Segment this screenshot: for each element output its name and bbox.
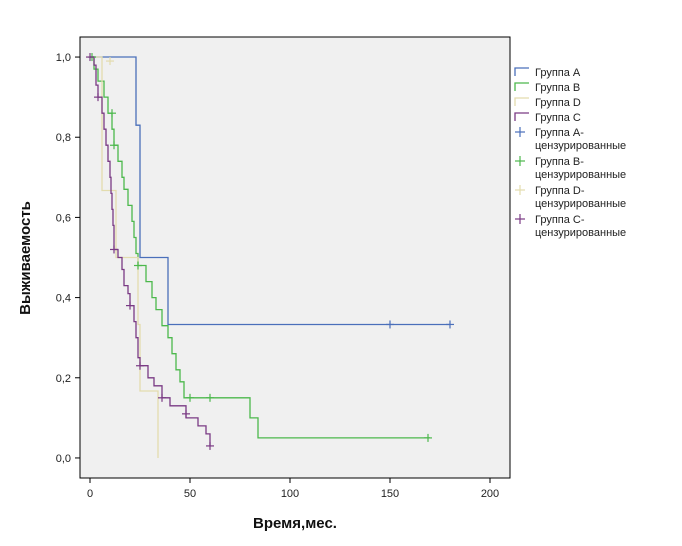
censor-mark [206, 393, 214, 402]
x-axis: 0 50 100 150 200 [87, 478, 499, 500]
series-line-1 [90, 56, 450, 326]
censor-marks-layer [86, 53, 454, 450]
legend-label: Группа A [535, 67, 581, 79]
censor-mark [206, 441, 214, 450]
censor-mark [106, 57, 114, 66]
y-tick-label: 0,0 [56, 453, 71, 465]
censor-mark [110, 141, 118, 150]
y-tick-label: 1,0 [56, 52, 71, 64]
y-tick-label: 0,4 [56, 293, 71, 305]
censor-mark [108, 109, 116, 118]
y-tick-label: 0,2 [56, 373, 71, 385]
legend-label: Группа C [535, 112, 581, 124]
legend: Группа A Группа B Группа D Группа C Группа A… [514, 67, 626, 239]
legend-censor-label: Группа D-цензурированные [535, 185, 626, 210]
legend-censor-swatch [515, 185, 525, 195]
censor-mark [94, 93, 102, 102]
legend-censor-label: Группа C-цензурированные [535, 214, 626, 239]
x-tick-label: 0 [87, 488, 93, 500]
legend-censor-label: Группа A-цензурированные [535, 127, 626, 152]
x-tick-label: 150 [381, 488, 399, 500]
x-axis-title: Время,мес. [253, 515, 337, 532]
legend-censor-label: Группа B-цензурированные [535, 156, 626, 181]
legend-line-swatch [514, 67, 529, 76]
legend-censor-swatch [515, 214, 525, 224]
y-tick-label: 0,6 [56, 212, 71, 224]
legend-label: Группа D [535, 97, 581, 109]
censor-mark [158, 393, 166, 402]
y-tick-label: 0,8 [56, 132, 71, 144]
y-axis: 0,0 0,2 0,4 0,6 0,8 1,0 [56, 52, 80, 465]
censor-mark [110, 245, 118, 254]
legend-line-swatch [514, 97, 529, 106]
censor-mark [182, 409, 190, 418]
legend-line-swatch [514, 82, 529, 91]
censor-mark [86, 53, 94, 62]
legend-censor-swatch [515, 127, 525, 137]
censor-mark [126, 301, 134, 310]
censor-mark [386, 320, 394, 329]
x-tick-label: 200 [481, 488, 499, 500]
legend-censor-swatch [515, 156, 525, 166]
x-tick-label: 50 [184, 488, 196, 500]
x-tick-label: 100 [281, 488, 299, 500]
censor-mark [186, 393, 194, 402]
y-axis-title: Выживаемость [17, 201, 34, 315]
series-line-3 [90, 56, 159, 458]
censor-mark [424, 433, 432, 442]
censor-mark [136, 361, 144, 370]
legend-label: Группа B [535, 82, 580, 94]
legend-line-swatch [514, 112, 529, 121]
censor-mark [134, 261, 142, 270]
censor-mark [446, 320, 454, 329]
